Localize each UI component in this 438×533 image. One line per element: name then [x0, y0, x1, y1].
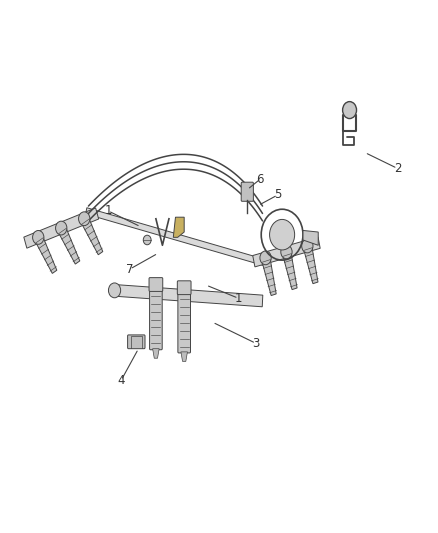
Polygon shape	[253, 237, 320, 267]
Polygon shape	[173, 217, 184, 237]
Text: 2: 2	[394, 162, 401, 175]
FancyBboxPatch shape	[178, 293, 191, 353]
Polygon shape	[152, 349, 159, 358]
Circle shape	[343, 102, 357, 118]
Polygon shape	[81, 216, 103, 255]
FancyBboxPatch shape	[177, 281, 191, 295]
Text: 6: 6	[257, 173, 264, 185]
Polygon shape	[35, 235, 57, 273]
Polygon shape	[261, 256, 276, 296]
Polygon shape	[57, 225, 80, 264]
Polygon shape	[303, 230, 318, 245]
Circle shape	[56, 221, 67, 235]
Circle shape	[143, 235, 151, 245]
Circle shape	[78, 212, 90, 225]
Circle shape	[269, 220, 295, 250]
Circle shape	[260, 251, 271, 265]
Circle shape	[302, 239, 313, 253]
Text: 5: 5	[274, 189, 282, 201]
Text: 7: 7	[126, 263, 134, 276]
FancyBboxPatch shape	[149, 278, 163, 292]
Text: 3: 3	[252, 337, 260, 350]
FancyBboxPatch shape	[241, 182, 253, 201]
Polygon shape	[282, 251, 297, 289]
Circle shape	[32, 230, 44, 244]
FancyBboxPatch shape	[150, 289, 162, 350]
Text: 4: 4	[117, 374, 125, 387]
Polygon shape	[86, 208, 270, 267]
Polygon shape	[24, 208, 99, 248]
Circle shape	[109, 283, 120, 298]
Polygon shape	[181, 352, 187, 361]
Text: 1: 1	[104, 204, 112, 217]
Text: 1: 1	[235, 292, 242, 305]
Polygon shape	[114, 285, 263, 307]
Polygon shape	[303, 245, 318, 284]
FancyBboxPatch shape	[127, 335, 145, 349]
Circle shape	[281, 245, 292, 259]
